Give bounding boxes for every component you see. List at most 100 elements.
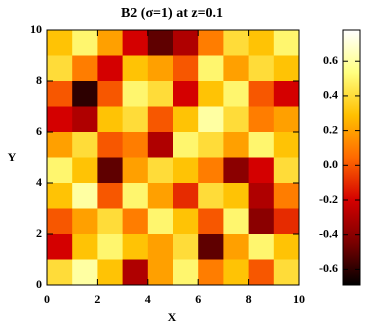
heatmap-cell (173, 259, 199, 286)
heatmap-cell (198, 208, 224, 235)
heatmap-cell (198, 183, 224, 209)
heatmap-cell (198, 132, 224, 158)
heatmap-cell (273, 106, 300, 133)
heatmap-cell (198, 55, 224, 82)
heatmap-cell (97, 183, 124, 209)
heatmap-cell (147, 132, 174, 158)
y-tick-label: 6 (36, 124, 42, 138)
heatmap-cell (47, 259, 73, 286)
heatmap-cell (273, 30, 300, 56)
heatmap-cell (173, 208, 199, 235)
heatmap-cell (47, 208, 73, 235)
y-axis-label: Y (8, 150, 17, 164)
heatmap-cell (122, 157, 149, 184)
heatmap-cell (248, 183, 275, 209)
heatmap-cell (223, 259, 250, 286)
heatmap-cell (248, 208, 275, 235)
heatmap-cell (72, 55, 98, 82)
heatmap-cell (72, 81, 98, 107)
heatmap-cell (97, 259, 124, 286)
heatmap-cell (47, 132, 73, 158)
heatmap-cell (198, 234, 224, 260)
heatmap-cell (248, 157, 275, 184)
heatmap-cell (223, 132, 250, 158)
heatmap-cell (273, 259, 300, 286)
chart-title: B2 (σ=1) at z=0.1 (121, 6, 223, 21)
colorbar-tick-label: 0.4 (323, 88, 338, 102)
heatmap-cell (173, 183, 199, 209)
heatmap-cell (122, 30, 149, 56)
heatmap-cell (147, 106, 174, 133)
heatmap-cell (147, 234, 174, 260)
heatmap-cell (273, 234, 300, 260)
colorbar-tick-label: -0.6 (319, 261, 338, 275)
x-tick-label: 4 (145, 292, 151, 306)
heatmap-cell (97, 55, 124, 82)
y-tick-label: 10 (30, 22, 42, 36)
x-axis-label: X (168, 310, 177, 324)
heatmap-cell (223, 55, 250, 82)
heatmap-cell (198, 106, 224, 133)
heatmap-cell (72, 132, 98, 158)
heatmap-cell (122, 208, 149, 235)
heatmap-cell (97, 157, 124, 184)
heatmap-cell (47, 234, 73, 260)
heatmap-cell (173, 106, 199, 133)
heatmap-cell (248, 106, 275, 133)
heatmap-cell (273, 81, 300, 107)
heatmap-cell (198, 259, 224, 286)
heatmap-cell (72, 30, 98, 56)
heatmap-cell (147, 55, 174, 82)
heatmap-cell (248, 234, 275, 260)
heatmap-cell (223, 183, 250, 209)
heatmap-cell (72, 183, 98, 209)
heatmap-cell (173, 55, 199, 82)
heatmap-cell (147, 81, 174, 107)
heatmap-cell (223, 106, 250, 133)
heatmap-cell (248, 55, 275, 82)
heatmap-cell (47, 81, 73, 107)
heatmap-cell (147, 208, 174, 235)
heatmap-cell (47, 30, 73, 56)
heatmap-cell (47, 183, 73, 209)
heatmap-cell (198, 81, 224, 107)
heatmap-cell (122, 259, 149, 286)
heatmap-cell (248, 30, 275, 56)
heatmap-cell (147, 157, 174, 184)
heatmap-cell (273, 208, 300, 235)
x-tick-label: 0 (44, 292, 50, 306)
heatmap-cell (147, 183, 174, 209)
heatmap-cell (198, 157, 224, 184)
heatmap-cell (72, 106, 98, 133)
x-tick-label: 10 (293, 292, 305, 306)
y-tick-label: 2 (36, 226, 42, 240)
heatmap-cell (173, 157, 199, 184)
heatmap-cell (273, 55, 300, 82)
heatmap-cell (173, 234, 199, 260)
x-tick-label: 2 (94, 292, 100, 306)
heatmap-cell (223, 234, 250, 260)
heatmap-cell (122, 183, 149, 209)
heatmap-cell (72, 157, 98, 184)
heatmap-cell (72, 234, 98, 260)
heatmap-cell (47, 106, 73, 133)
heatmap-cell (72, 208, 98, 235)
heatmap-cell (248, 259, 275, 286)
heatmap-cell (122, 55, 149, 82)
y-tick-label: 8 (36, 73, 42, 87)
colorbar-tick-label: 0.2 (323, 122, 338, 136)
plot-frame (46, 29, 300, 286)
heatmap-cell (72, 259, 98, 286)
x-tick-label: 8 (246, 292, 252, 306)
heatmap-cell (122, 106, 149, 133)
heatmap-cell (248, 81, 275, 107)
heatmap-cell (97, 30, 124, 56)
heatmap-cell (97, 106, 124, 133)
heatmap-cell (223, 81, 250, 107)
heatmap-cell (47, 55, 73, 82)
heatmap-cell (223, 208, 250, 235)
heatmap-cell (173, 132, 199, 158)
y-tick-label: 0 (36, 277, 42, 291)
y-tick-label: 4 (36, 175, 42, 189)
